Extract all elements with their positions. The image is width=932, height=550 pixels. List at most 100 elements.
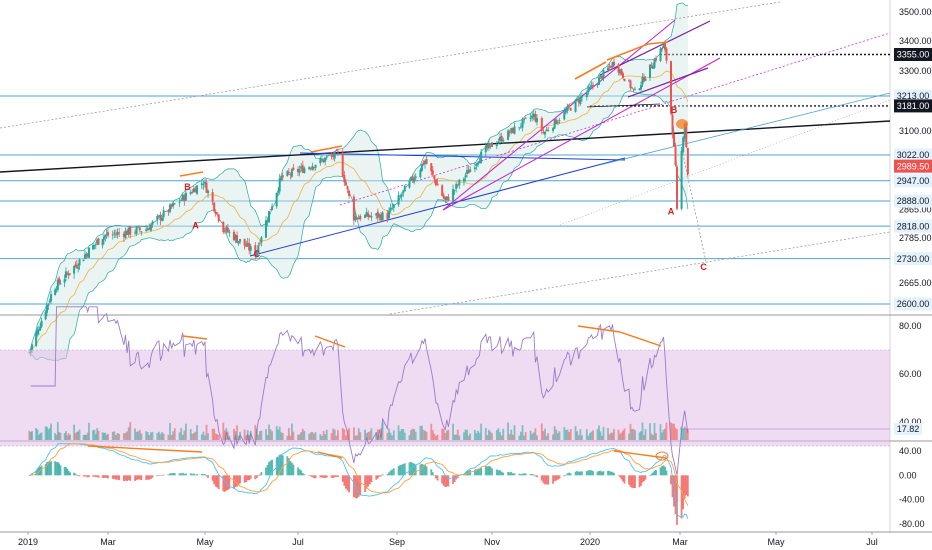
rsi-panel[interactable] bbox=[0, 306, 890, 475]
candle-down bbox=[442, 195, 445, 199]
price-axis[interactable]: 3500.00 3400.00 3300.00 3100.00 2865.00 2785.… bbox=[894, 7, 932, 529]
volume-bar bbox=[50, 423, 52, 440]
volume-bar bbox=[356, 435, 358, 440]
candle-up bbox=[659, 48, 662, 61]
macd-histogram-bar bbox=[134, 475, 136, 481]
macd-histogram-bar bbox=[265, 467, 267, 476]
candle-up bbox=[599, 75, 602, 77]
macd-histogram-bar bbox=[348, 475, 350, 493]
candle-down bbox=[138, 227, 141, 231]
macd-histogram-bar bbox=[424, 464, 426, 476]
candle-down bbox=[380, 214, 383, 221]
candle-down bbox=[456, 184, 459, 186]
macd-histogram-bar bbox=[73, 472, 76, 476]
candle-up bbox=[397, 195, 400, 205]
volume-bar bbox=[422, 429, 425, 440]
macd-histogram-bar bbox=[649, 475, 651, 476]
outer-channel-lower bbox=[389, 231, 891, 315]
candle-down bbox=[148, 227, 151, 230]
volume-bar bbox=[82, 434, 85, 440]
macd-histogram-bar bbox=[140, 475, 143, 481]
volume-bar bbox=[66, 435, 69, 440]
volume-bar bbox=[581, 435, 583, 440]
candle-down bbox=[433, 175, 436, 180]
candle-up bbox=[414, 176, 417, 179]
volume-bar bbox=[370, 428, 373, 440]
volume-bar bbox=[287, 428, 290, 440]
candle-down bbox=[211, 192, 214, 202]
macd-histogram-bar bbox=[507, 471, 509, 476]
macd-histogram-bar bbox=[47, 461, 50, 476]
macd-histogram-bar bbox=[207, 475, 209, 478]
rsi-divergence-line bbox=[182, 335, 208, 340]
volume-bar bbox=[540, 423, 543, 440]
volume-bar bbox=[670, 422, 672, 440]
volume-bar bbox=[664, 428, 666, 440]
macd-histogram-bar bbox=[632, 475, 635, 489]
volume-bar bbox=[388, 428, 390, 440]
price-panel[interactable]: B A C B A C bbox=[0, 1, 891, 361]
volume-bar bbox=[311, 431, 314, 440]
volume-bar bbox=[375, 431, 378, 440]
macd-histogram-bar bbox=[545, 475, 548, 485]
volume-bar bbox=[248, 435, 251, 440]
volume-bar bbox=[269, 429, 272, 440]
candle-down bbox=[232, 231, 235, 241]
macd-histogram-bar bbox=[587, 470, 590, 476]
volume-bar bbox=[497, 428, 500, 440]
macd-histogram-bar bbox=[333, 475, 336, 478]
macd-histogram-bar bbox=[611, 471, 614, 476]
volume-bar bbox=[314, 432, 317, 440]
price-level-tag-text: 2600.00 bbox=[897, 299, 930, 309]
candle-up bbox=[499, 136, 502, 141]
macd-histogram-bar bbox=[536, 475, 538, 478]
candle-up bbox=[134, 232, 137, 234]
macd-histogram-bar bbox=[211, 475, 214, 481]
rsi-tick-label: 60.00 bbox=[899, 369, 922, 379]
price-level-tag bbox=[894, 99, 932, 113]
macd-histogram-bar bbox=[248, 475, 251, 481]
macd-histogram-bar bbox=[301, 473, 304, 476]
macd-histogram-bar bbox=[598, 470, 600, 476]
macd-panel[interactable] bbox=[28, 443, 689, 526]
volume-bar bbox=[63, 433, 66, 440]
candle-down bbox=[542, 132, 545, 134]
volume-bar bbox=[345, 435, 347, 440]
macd-histogram-bar bbox=[489, 466, 492, 476]
candle-up bbox=[631, 87, 633, 89]
volume-bar bbox=[433, 433, 436, 440]
candle-up bbox=[278, 178, 281, 192]
candle-down bbox=[676, 166, 678, 209]
macd-histogram-bar bbox=[280, 454, 283, 476]
macd-histogram-bar bbox=[103, 475, 105, 478]
candle-up bbox=[662, 43, 665, 49]
macd-histogram-bar bbox=[441, 475, 444, 484]
candle-down bbox=[248, 243, 251, 251]
candle-up bbox=[518, 127, 521, 129]
price-level-tag bbox=[894, 252, 932, 266]
candle-down bbox=[436, 183, 439, 186]
candle-up bbox=[653, 59, 656, 68]
rsi-band bbox=[0, 350, 890, 446]
candle-up bbox=[364, 214, 367, 218]
macd-histogram-bar bbox=[126, 475, 128, 482]
time-axis[interactable]: 2019 Mar May Jul Sep Nov 2020 Mar May Jul bbox=[18, 532, 878, 547]
volume-bar bbox=[464, 429, 467, 440]
macd-histogram-bar bbox=[357, 475, 360, 497]
candle-up bbox=[249, 246, 252, 251]
candle-up bbox=[445, 196, 448, 200]
volume-bar bbox=[228, 435, 231, 440]
macd-histogram-bar bbox=[63, 466, 66, 476]
macd-histogram-bar bbox=[124, 475, 127, 481]
volume-bar bbox=[204, 435, 206, 440]
macd-histogram-bar bbox=[28, 475, 31, 476]
macd-histogram-bar bbox=[257, 475, 260, 477]
macd-histogram-bar bbox=[97, 475, 100, 478]
candle-down bbox=[170, 204, 173, 207]
candle-up bbox=[325, 156, 328, 158]
volume-bar bbox=[225, 428, 228, 440]
candle-down bbox=[258, 243, 261, 245]
volume-bar bbox=[577, 435, 580, 440]
candle-up bbox=[552, 127, 555, 131]
